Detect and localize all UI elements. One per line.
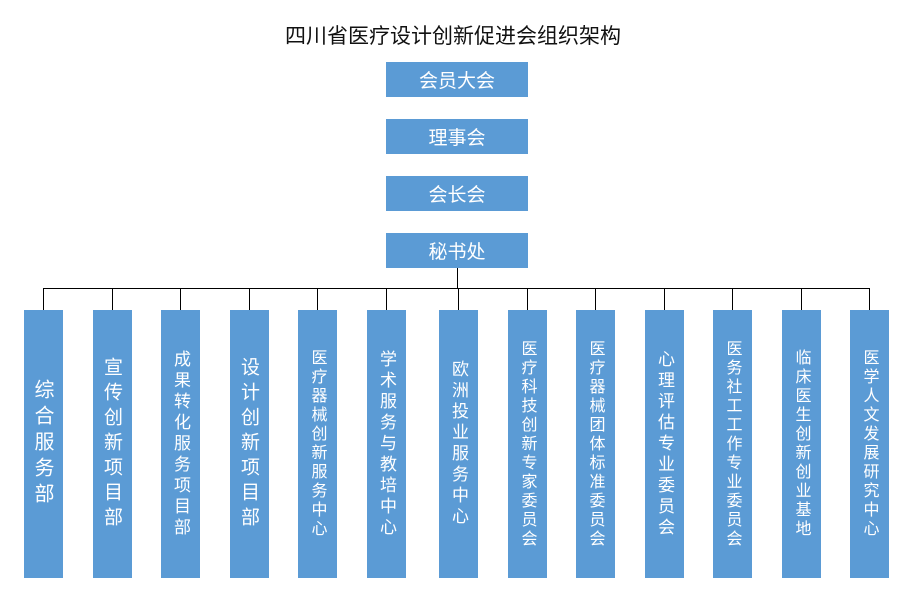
- department-box: 心理评估专业委员会: [645, 310, 684, 578]
- department-box: 医学人文发展研究中心: [850, 310, 889, 578]
- department-box: 综合服务部: [24, 310, 63, 578]
- department-label: 医学人文发展研究中心: [860, 349, 880, 539]
- connector-trunk: [457, 268, 458, 289]
- department-label: 医疗科技创新专家委员会: [518, 339, 538, 549]
- department-label: 医疗器械创新服务中心: [308, 349, 328, 539]
- department-label: 欧洲投业服务中心: [448, 360, 468, 528]
- department-label: 心理评估专业委员会: [654, 349, 674, 539]
- department-box: 临床医生创新创业基地: [782, 310, 821, 578]
- level-box-4: 秘书处: [386, 233, 528, 268]
- connector-branch: [458, 288, 459, 310]
- department-label: 综合服务部: [31, 379, 55, 509]
- department-label: 医务社工工作专业委员会: [723, 339, 743, 549]
- connector-branch: [386, 288, 387, 310]
- connector-branch: [180, 288, 181, 310]
- connector-branch: [317, 288, 318, 310]
- chart-title: 四川省医疗设计创新促进会组织架构: [285, 24, 621, 48]
- connector-branch: [249, 288, 250, 310]
- department-box: 医务社工工作专业委员会: [713, 310, 752, 578]
- department-label: 设计创新项目部: [238, 356, 260, 532]
- connector-branch: [43, 288, 44, 310]
- connector-branch: [595, 288, 596, 310]
- connector-branch: [664, 288, 665, 310]
- department-box: 宣传创新项目部: [93, 310, 132, 578]
- level-box-2: 理事会: [386, 119, 528, 154]
- connector-branch: [869, 288, 870, 310]
- connector-branch: [801, 288, 802, 310]
- department-box: 医疗器械创新服务中心: [298, 310, 337, 578]
- connector-branch: [732, 288, 733, 310]
- department-label: 医疗器械团体标准委员会: [586, 339, 606, 549]
- department-label: 宣传创新项目部: [101, 356, 123, 532]
- level-box-1: 会员大会: [386, 62, 528, 97]
- connector-branch: [527, 288, 528, 310]
- department-label: 临床医生创新创业基地: [792, 349, 812, 539]
- department-box: 欧洲投业服务中心: [439, 310, 478, 578]
- department-box: 成果转化服务项目部: [161, 310, 200, 578]
- department-label: 学术服务与教培中心: [376, 349, 396, 539]
- department-box: 医疗科技创新专家委员会: [508, 310, 547, 578]
- level-box-3: 会长会: [386, 176, 528, 211]
- connector-bus: [43, 288, 870, 289]
- department-label: 成果转化服务项目部: [170, 349, 190, 539]
- department-box: 设计创新项目部: [230, 310, 269, 578]
- department-box: 医疗器械团体标准委员会: [576, 310, 615, 578]
- connector-branch: [112, 288, 113, 310]
- department-box: 学术服务与教培中心: [367, 310, 406, 578]
